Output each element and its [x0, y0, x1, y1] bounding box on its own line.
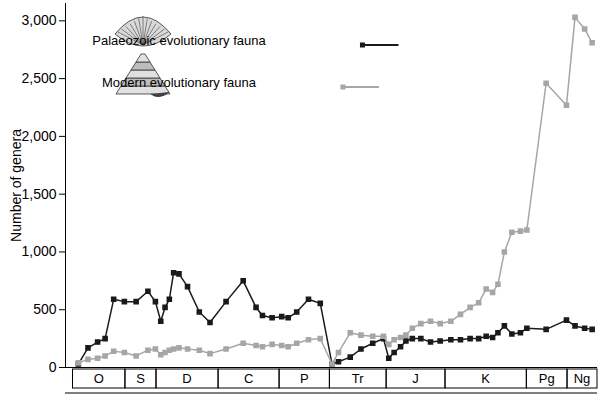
- svg-text:2,500: 2,500: [21, 70, 56, 86]
- svg-text:2,000: 2,000: [21, 128, 56, 144]
- svg-text:Ng: Ng: [574, 371, 591, 386]
- svg-text:1,000: 1,000: [21, 243, 56, 259]
- svg-text:O: O: [94, 371, 104, 386]
- svg-text:Tr: Tr: [352, 371, 364, 386]
- svg-text:1,500: 1,500: [21, 186, 56, 202]
- svg-text:3,000: 3,000: [21, 12, 56, 28]
- svg-text:Pg: Pg: [539, 371, 555, 386]
- svg-text:D: D: [182, 371, 191, 386]
- svg-text:Modern evolutionary fauna: Modern evolutionary fauna: [102, 75, 257, 90]
- svg-text:K: K: [481, 371, 490, 386]
- svg-text:S: S: [136, 371, 145, 386]
- svg-text:500: 500: [33, 301, 57, 317]
- svg-text:0: 0: [49, 359, 57, 375]
- svg-text:Palaeozoic evolutionary fauna: Palaeozoic evolutionary fauna: [92, 33, 266, 48]
- svg-text:J: J: [412, 371, 419, 386]
- svg-text:Number of genera: Number of genera: [8, 129, 24, 242]
- svg-text:P: P: [300, 371, 309, 386]
- svg-text:C: C: [244, 371, 253, 386]
